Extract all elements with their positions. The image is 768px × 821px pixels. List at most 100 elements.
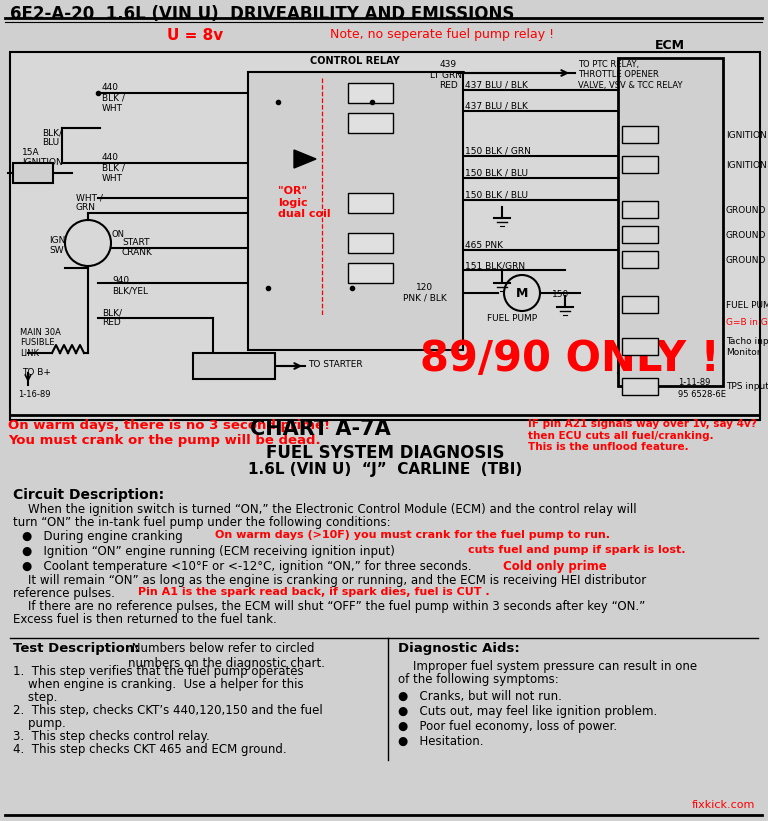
Bar <box>348 83 393 103</box>
Bar <box>622 378 658 395</box>
Text: of the following symptoms:: of the following symptoms: <box>398 673 559 686</box>
Text: G7: G7 <box>633 160 647 169</box>
Text: Diagnostic Aids:: Diagnostic Aids: <box>398 642 520 655</box>
Text: ●   Cuts out, may feel like ignition problem.: ● Cuts out, may feel like ignition probl… <box>398 705 657 718</box>
Text: 465 PNK: 465 PNK <box>465 241 503 250</box>
Text: 4.  This step checks CKT 465 and ECM ground.: 4. This step checks CKT 465 and ECM grou… <box>13 743 286 756</box>
Bar <box>13 163 53 183</box>
Bar <box>622 201 658 218</box>
Text: Tacho input (spark)
Monitor: Tacho input (spark) Monitor <box>726 337 768 356</box>
Text: G1: G1 <box>633 131 647 140</box>
Text: IGNITION: IGNITION <box>726 160 766 169</box>
Text: FUEL PUMP RELAY: FUEL PUMP RELAY <box>726 300 768 310</box>
Bar <box>622 126 658 143</box>
Text: IGNITION: IGNITION <box>726 131 766 140</box>
Text: Numbers below refer to circled
numbers on the diagnostic chart.: Numbers below refer to circled numbers o… <box>128 642 325 670</box>
Text: G16: G16 <box>630 300 650 310</box>
Text: START
CRANK: START CRANK <box>122 238 153 258</box>
Text: It will remain “ON” as long as the engine is cranking or running, and the ECM is: It will remain “ON” as long as the engin… <box>13 574 646 587</box>
Bar <box>618 58 723 386</box>
Text: turn “ON” the in-tank fuel pump under the following conditions:: turn “ON” the in-tank fuel pump under th… <box>13 516 391 529</box>
Text: when engine is cranking.  Use a helper for this: when engine is cranking. Use a helper fo… <box>13 678 303 691</box>
Text: IF pin A21 signals way over 1v, say 4v?
then ECU cuts all fuel/cranking.
This is: IF pin A21 signals way over 1v, say 4v? … <box>528 419 756 452</box>
Bar <box>348 233 393 253</box>
Text: Improper fuel system pressure can result in one: Improper fuel system pressure can result… <box>398 660 697 673</box>
Text: 120
PNK / BLK: 120 PNK / BLK <box>403 283 447 302</box>
Text: GROUND: GROUND <box>726 255 766 264</box>
Text: If there are no reference pulses, the ECM will shut “OFF” the fuel pump within 3: If there are no reference pulses, the EC… <box>13 600 645 613</box>
Text: ●   Ignition “ON” engine running (ECM receiving ignition input): ● Ignition “ON” engine running (ECM rece… <box>22 545 395 558</box>
Text: MAIN 30A
FUSIBLE
LINK: MAIN 30A FUSIBLE LINK <box>20 328 61 358</box>
Text: 151 BLK/GRN: 151 BLK/GRN <box>465 261 525 270</box>
Bar <box>622 296 658 313</box>
Text: 1.6L (VIN U)  “J”  CARLINE  (TBI): 1.6L (VIN U) “J” CARLINE (TBI) <box>248 462 522 477</box>
Text: 940
BLK/YEL: 940 BLK/YEL <box>112 276 148 296</box>
Bar <box>10 52 760 420</box>
Text: 150: 150 <box>552 290 569 299</box>
Text: U = 8v: U = 8v <box>167 28 223 43</box>
Text: Pin A1 is the spark read back, if spark dies, fuel is CUT .: Pin A1 is the spark read back, if spark … <box>138 587 490 597</box>
Bar <box>622 338 658 355</box>
Text: 6E2-A-20  1.6L (VIN U)  DRIVEABILITY AND EMISSIONS: 6E2-A-20 1.6L (VIN U) DRIVEABILITY AND E… <box>10 5 515 23</box>
Text: 89/90 ONLY !: 89/90 ONLY ! <box>420 338 720 380</box>
Text: ●   Cranks, but will not run.: ● Cranks, but will not run. <box>398 690 562 703</box>
Text: IGN
SW: IGN SW <box>49 236 65 255</box>
Bar <box>348 263 393 283</box>
Text: 2.  This step, checks CKT’s 440,120,150 and the fuel: 2. This step, checks CKT’s 440,120,150 a… <box>13 704 323 717</box>
Text: 1.  This step verifies that the fuel pump operates: 1. This step verifies that the fuel pump… <box>13 665 303 678</box>
Text: 440
BLK /
WHT: 440 BLK / WHT <box>102 153 125 183</box>
Text: 15A
IGNITION
FUSE: 15A IGNITION FUSE <box>22 148 63 178</box>
Text: cuts fuel and pump if spark is lost.: cuts fuel and pump if spark is lost. <box>468 545 686 555</box>
Bar <box>622 156 658 173</box>
Text: GROUND: GROUND <box>726 231 766 240</box>
Text: 95 6528-6E: 95 6528-6E <box>678 390 726 399</box>
Text: WHT /
GRN: WHT / GRN <box>76 193 103 213</box>
Text: TO PTC RELAY,
THROTTLE OPENER
VALVE, VSV & TCC RELAY: TO PTC RELAY, THROTTLE OPENER VALVE, VSV… <box>578 60 683 89</box>
Text: M: M <box>516 287 528 300</box>
Text: BLK/
BLU: BLK/ BLU <box>42 128 62 148</box>
Text: CLUTCH/SHIFT
SWITCH: CLUTCH/SHIFT SWITCH <box>207 353 261 373</box>
Text: On warm days (>10F) you must crank for the fuel pump to run.: On warm days (>10F) you must crank for t… <box>215 530 610 540</box>
Text: 1-16-89: 1-16-89 <box>18 390 51 399</box>
Text: ECM: ECM <box>655 39 685 52</box>
Bar <box>193 353 275 379</box>
Text: TO B+: TO B+ <box>22 368 51 377</box>
Text: Note, no seperate fuel pump relay !: Note, no seperate fuel pump relay ! <box>330 28 554 41</box>
Text: 440
BLK /
WHT: 440 BLK / WHT <box>102 83 125 112</box>
Text: ●   Coolant temperature <10°F or <-12°C, ignition “ON,” for three seconds.: ● Coolant temperature <10°F or <-12°C, i… <box>22 560 472 573</box>
Text: Circuit Description:: Circuit Description: <box>13 488 164 502</box>
Text: Test Description:: Test Description: <box>13 642 140 655</box>
Bar <box>348 113 393 133</box>
Bar <box>348 193 393 213</box>
Text: On warm days, there is no 3 second prime!
You must crank or the pump will be dea: On warm days, there is no 3 second prime… <box>8 419 330 447</box>
Text: ON: ON <box>112 230 125 239</box>
Text: FUEL PUMP: FUEL PUMP <box>487 314 537 323</box>
Text: TO STARTER: TO STARTER <box>308 360 362 369</box>
Bar <box>622 251 658 268</box>
Text: Excess fuel is then returned to the fuel tank.: Excess fuel is then returned to the fuel… <box>13 613 276 626</box>
Text: FUEL SYSTEM DIAGNOSIS: FUEL SYSTEM DIAGNOSIS <box>266 444 505 462</box>
Bar <box>248 72 463 350</box>
Text: CHART A-S: CHART A-S <box>75 170 326 212</box>
Text: G10: G10 <box>630 255 650 264</box>
Text: GROUND: GROUND <box>726 205 766 214</box>
Text: 1-11-89: 1-11-89 <box>678 378 710 387</box>
Text: ●   Hesitation.: ● Hesitation. <box>398 735 484 748</box>
Text: 439
LT GRN/
RED: 439 LT GRN/ RED <box>431 60 465 89</box>
Text: fixkick.com: fixkick.com <box>692 800 755 810</box>
Text: G=B in GM world.: G=B in GM world. <box>726 318 768 327</box>
Text: CONTROL RELAY: CONTROL RELAY <box>310 56 400 66</box>
Text: ●   Poor fuel economy, loss of power.: ● Poor fuel economy, loss of power. <box>398 720 617 733</box>
Text: 150 BLK / BLU: 150 BLK / BLU <box>465 168 528 177</box>
Text: 3.  This step checks control relay.: 3. This step checks control relay. <box>13 730 210 743</box>
Text: BLK/
RED: BLK/ RED <box>102 308 122 328</box>
Text: "OR"
logic
dual coil: "OR" logic dual coil <box>278 186 331 219</box>
Text: 150 BLK / BLU: 150 BLK / BLU <box>465 190 528 199</box>
Text: 437 BLU / BLK: 437 BLU / BLK <box>465 101 528 110</box>
Text: G2: G2 <box>633 205 647 214</box>
Bar <box>622 226 658 243</box>
Text: ●   During engine cranking: ● During engine cranking <box>22 530 183 543</box>
Polygon shape <box>294 150 316 168</box>
Text: reference pulses.: reference pulses. <box>13 587 115 600</box>
Text: When the ignition switch is turned “ON,” the Electronic Control Module (ECM) and: When the ignition switch is turned “ON,”… <box>13 503 637 516</box>
